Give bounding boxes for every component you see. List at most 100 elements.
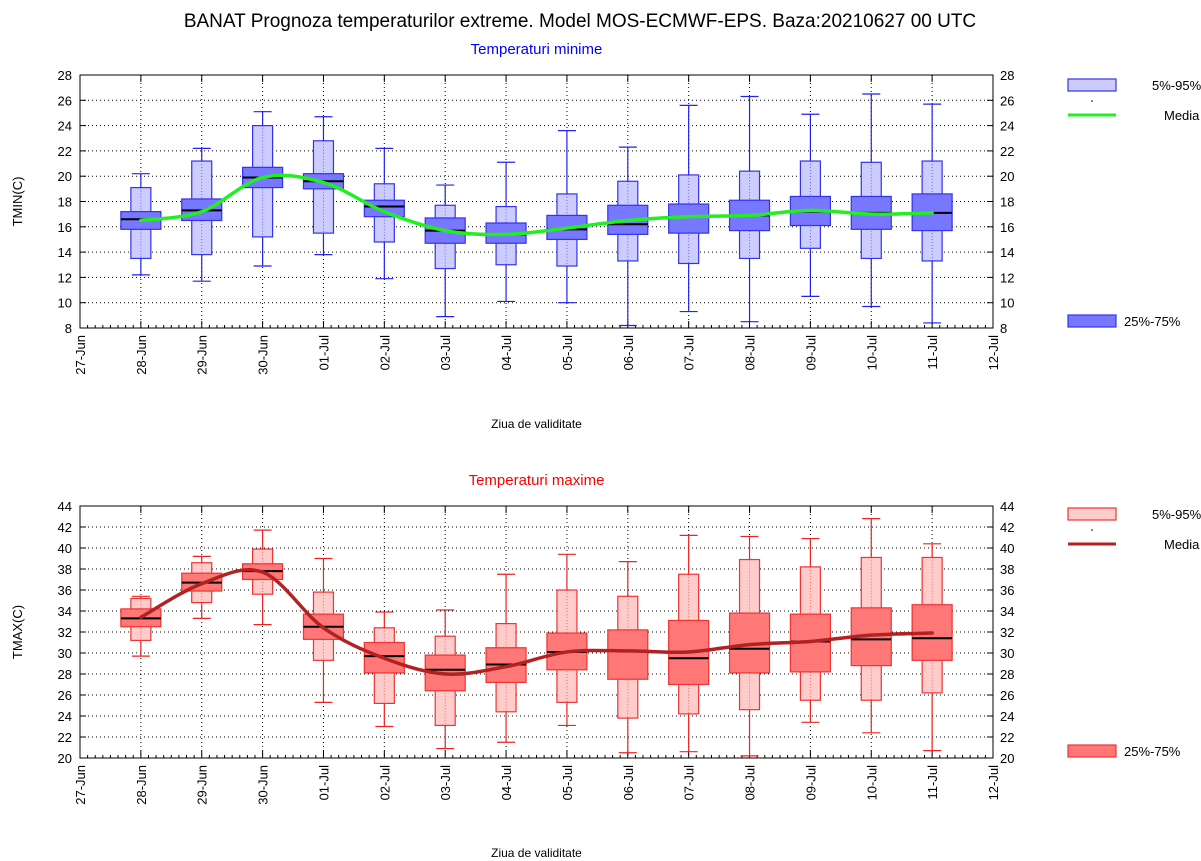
y-tick-label-right: 26 bbox=[1000, 688, 1014, 703]
x-tick-label: 30-Jun bbox=[256, 765, 271, 805]
y-tick-label-left: 30 bbox=[58, 646, 72, 661]
y-tick-label-left: 42 bbox=[58, 520, 72, 535]
box-tmin-02-Jul bbox=[363, 147, 405, 280]
y-tick-label-left: 38 bbox=[58, 562, 72, 577]
y-tick-label-right: 28 bbox=[1000, 68, 1014, 83]
x-tick-label: 29-Jun bbox=[195, 765, 210, 805]
x-tick-label: 30-Jun bbox=[256, 335, 271, 375]
y-tick-label-right: 22 bbox=[1000, 144, 1014, 159]
y-tick-label-right: 16 bbox=[1000, 220, 1014, 235]
mean-line bbox=[139, 173, 934, 237]
legend-label-25-75: 25%-75% bbox=[1124, 744, 1181, 759]
y-tick-label-left: 16 bbox=[58, 220, 72, 235]
y-tick-label-left: 14 bbox=[58, 245, 72, 260]
y-tick-label-left: 18 bbox=[58, 195, 72, 210]
box-tmax-10-Jul bbox=[850, 517, 892, 734]
y-axis-label: TMIN(C) bbox=[10, 177, 25, 227]
legend-label-5-95: 5%-95% bbox=[1152, 507, 1201, 522]
legend-label-5-95: 5%-95% bbox=[1152, 78, 1201, 93]
x-tick-label: 10-Jul bbox=[864, 335, 879, 371]
x-tick-label: 05-Jul bbox=[560, 335, 575, 371]
x-tick-label: 08-Jul bbox=[743, 335, 758, 371]
box-tmax-05-Jul bbox=[546, 553, 588, 727]
x-tick-label: 03-Jul bbox=[438, 335, 453, 371]
y-tick-label-right: 38 bbox=[1000, 562, 1014, 577]
y-tick-label-left: 24 bbox=[58, 709, 72, 724]
y-tick-label-right: 20 bbox=[1000, 169, 1014, 184]
y-tick-label-right: 40 bbox=[1000, 541, 1014, 556]
box-tmax-04-Jul bbox=[485, 573, 527, 743]
x-tick-label: 28-Jun bbox=[134, 335, 149, 375]
box-tmax-30-Jun bbox=[242, 529, 284, 626]
y-tick-label-right: 24 bbox=[1000, 709, 1014, 724]
plots-group: Temperaturi minime 8 8 10 10 12 12 14 14 16 16 18 18… bbox=[10, 41, 1201, 860]
legend: 5%-95% Media 25%-75% bbox=[1067, 507, 1201, 759]
x-tick-label: 29-Jun bbox=[195, 335, 210, 375]
y-tick-label-right: 36 bbox=[1000, 583, 1014, 598]
y-tick-label-left: 28 bbox=[58, 68, 72, 83]
x-tick-label: 05-Jul bbox=[560, 765, 575, 801]
box-tmin-29-Jun bbox=[181, 147, 223, 282]
plot-title: Temperaturi minime bbox=[471, 41, 603, 58]
box-tmax-11-Jul bbox=[911, 543, 953, 752]
box-tmin-03-Jul bbox=[424, 184, 466, 318]
y-tick-label-right: 42 bbox=[1000, 520, 1014, 535]
x-tick-label: 27-Jun bbox=[73, 765, 88, 805]
x-tick-label: 04-Jul bbox=[499, 765, 514, 801]
y-tick-label-right: 8 bbox=[1000, 321, 1007, 336]
box-25-75 bbox=[607, 629, 649, 680]
y-axis-label: TMAX(C) bbox=[10, 605, 25, 659]
x-tick-label: 01-Jul bbox=[316, 765, 331, 801]
x-tick-label: 02-Jul bbox=[377, 765, 392, 801]
x-tick-label: 11-Jul bbox=[925, 765, 940, 800]
legend-swatch-25-75 bbox=[1067, 314, 1117, 328]
box-tmin-10-Jul bbox=[850, 93, 892, 308]
x-tick-label: 07-Jul bbox=[682, 765, 697, 801]
y-tick-label-right: 10 bbox=[1000, 296, 1014, 311]
y-tick-label-right: 22 bbox=[1000, 730, 1014, 745]
box-tmin-28-Jun bbox=[120, 173, 162, 276]
y-tick-label-right: 12 bbox=[1000, 270, 1014, 285]
y-tick-label-left: 8 bbox=[65, 321, 72, 336]
x-tick-label: 09-Jul bbox=[803, 765, 818, 801]
box-tmax-29-Jun bbox=[181, 555, 223, 619]
x-tick-label: 09-Jul bbox=[803, 335, 818, 371]
box-tmax-28-Jun bbox=[120, 595, 162, 657]
legend-swatch-5-95 bbox=[1067, 507, 1117, 521]
y-tick-label-left: 24 bbox=[58, 119, 72, 134]
x-tick-label: 28-Jun bbox=[134, 765, 149, 805]
y-tick-label-right: 26 bbox=[1000, 93, 1014, 108]
x-tick-label: 12-Jul bbox=[986, 335, 1001, 371]
y-tick-label-left: 32 bbox=[58, 625, 72, 640]
box-tmax-02-Jul bbox=[363, 611, 405, 728]
y-tick-label-left: 22 bbox=[58, 730, 72, 745]
box-tmax-03-Jul bbox=[424, 609, 466, 750]
box-tmin-07-Jul bbox=[668, 104, 710, 313]
plot-title: Temperaturi maxime bbox=[469, 472, 605, 489]
plot-tmax: Temperaturi maxime 20 20 22 22 24 24 26 26 28 28 30… bbox=[10, 472, 1201, 860]
x-tick-label: 04-Jul bbox=[499, 335, 514, 371]
y-tick-label-left: 44 bbox=[58, 499, 72, 514]
x-tick-label: 06-Jul bbox=[621, 335, 636, 371]
y-tick-label-right: 20 bbox=[1000, 751, 1014, 766]
y-tick-label-left: 40 bbox=[58, 541, 72, 556]
y-tick-label-right: 14 bbox=[1000, 245, 1014, 260]
x-tick-label: 06-Jul bbox=[621, 765, 636, 801]
page-title: BANAT Prognoza temperaturilor extreme. M… bbox=[184, 11, 976, 32]
box-tmax-07-Jul bbox=[668, 534, 710, 753]
box-tmax-01-Jul bbox=[302, 557, 345, 703]
x-tick-label: 11-Jul bbox=[925, 335, 940, 370]
y-tick-label-right: 24 bbox=[1000, 119, 1014, 134]
y-tick-label-right: 34 bbox=[1000, 604, 1014, 619]
y-tick-label-left: 28 bbox=[58, 667, 72, 682]
x-tick-label: 12-Jul bbox=[986, 765, 1001, 801]
y-tick-label-left: 26 bbox=[58, 688, 72, 703]
legend-label-media: Media bbox=[1164, 108, 1200, 123]
legend-dot bbox=[1091, 529, 1093, 531]
y-tick-label-right: 30 bbox=[1000, 646, 1014, 661]
x-axis-label: Ziua de validitate bbox=[491, 846, 582, 860]
legend-swatch-5-95 bbox=[1067, 78, 1117, 92]
legend-label-25-75: 25%-75% bbox=[1124, 314, 1181, 329]
y-tick-label-left: 20 bbox=[58, 751, 72, 766]
